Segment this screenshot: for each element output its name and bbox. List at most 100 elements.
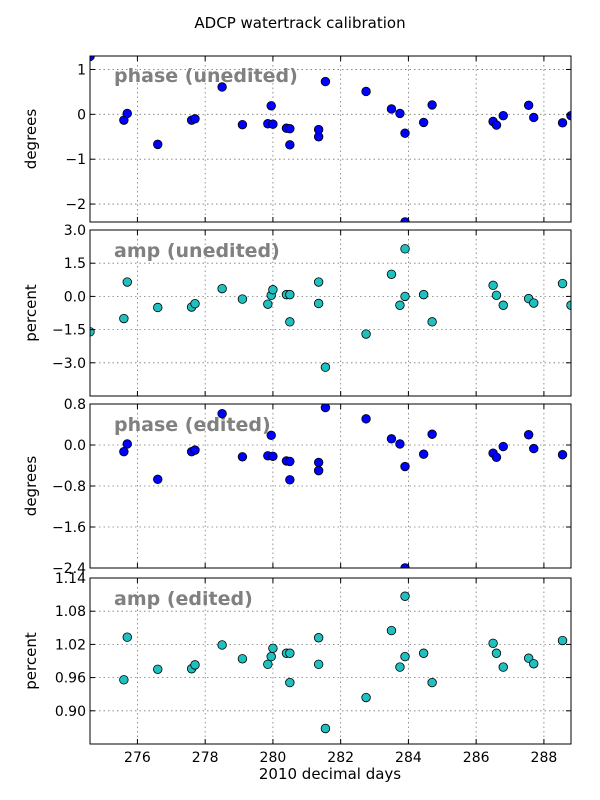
panel-label: amp (edited) [114,588,253,610]
data-point [122,439,132,449]
data-point [566,300,571,310]
data-point [361,329,371,339]
y-tick-label: −1.6 [52,520,86,536]
data-point [418,449,429,459]
data-point [320,723,331,734]
panels-group: phase (unedited) 1 0 −1 −2 degrees amp (unedit… [22,55,572,766]
data-point [268,643,278,653]
data-point [313,659,324,670]
data-point [386,104,397,114]
panel-label: phase (edited) [114,414,271,436]
data-point [263,659,273,670]
y-tick-label: 0.96 [55,671,86,687]
data-point [313,633,324,643]
panel-1: phase (unedited) 1 0 −1 −2 degrees [22,55,572,223]
data-point [237,119,248,130]
x-tick-label: 284 [395,750,422,766]
data-point [488,280,498,291]
data-point [266,651,276,662]
data-point [190,445,200,455]
data-point [313,465,324,476]
data-point [153,302,163,313]
data-point [153,139,163,150]
data-point [122,277,132,287]
data-point [268,285,278,295]
data-point [491,452,502,463]
data-point [488,638,498,648]
data-point [498,300,508,310]
data-point [386,269,397,279]
y-tick-label: −2.4 [52,561,86,577]
data-point [529,298,539,308]
y-tick-label: 0.0 [64,438,86,454]
data-point [285,123,295,134]
data-point [237,294,248,304]
series-markers [90,244,571,372]
y-tick-label: 1.08 [55,604,86,620]
data-point [361,414,371,424]
y-tick-label: 1.5 [64,256,86,272]
y-tick-label: −2 [65,197,86,213]
axes-frame [89,55,572,223]
data-point [491,648,502,658]
y-tick-label: 3.0 [64,223,86,239]
data-point [386,625,397,636]
panel-2: amp (unedited) 3.0 1.5 0.0 −1.5 −3.0 percent [22,223,572,397]
data-point [529,443,539,454]
panel-label: amp (unedited) [114,240,280,262]
data-point [557,450,568,460]
data-point [400,244,410,254]
data-point [190,114,200,124]
data-point [395,439,405,449]
y-tick-label: 0 [77,107,86,123]
data-point [320,404,331,413]
data-point [119,675,129,685]
data-point [237,654,248,664]
x-tick-label: 278 [192,750,219,766]
data-point [217,82,227,92]
y-tick-label: 0.0 [64,289,86,305]
panel-4: amp (edited) 1.14 1.08 1.02 0.96 0.90 percent 2… [22,571,572,766]
data-point [523,100,534,111]
data-point [285,140,295,150]
data-point [217,283,227,294]
axes-frame [89,577,572,745]
data-point [266,101,276,111]
data-point [361,86,371,97]
x-tick-label: 280 [260,750,287,766]
data-point [237,452,248,462]
y-tick-label: 0.90 [55,704,86,720]
x-tick-label: 276 [124,750,151,766]
y-tick-label: −1 [65,152,86,168]
y-axis-label: degrees [22,456,40,517]
x-axis-label: 2010 decimal days [259,765,401,783]
y-tick-label: 1 [77,62,86,78]
data-point [313,277,324,287]
y-tick-label: −0.8 [52,479,86,495]
data-point [268,119,278,129]
y-tick-label: 0.8 [64,397,86,413]
data-point [122,108,132,119]
data-point [153,664,163,675]
data-point [285,289,295,300]
data-point [427,429,437,439]
data-point [217,409,227,419]
data-point [418,117,429,128]
data-point [400,461,410,472]
data-point [153,474,163,485]
y-axis-label: percent [22,632,40,690]
data-point [313,298,324,309]
y-axis-label: percent [22,284,40,342]
data-point [529,659,539,669]
data-point [119,313,129,324]
data-point [285,475,295,485]
data-point [285,677,295,688]
data-point [557,278,568,289]
data-point [523,430,534,440]
y-axis-label: degrees [22,109,40,170]
data-point [557,118,568,128]
y-tick-label: 1.14 [55,571,86,587]
data-point [190,660,200,670]
x-tick-label: 288 [531,750,558,766]
